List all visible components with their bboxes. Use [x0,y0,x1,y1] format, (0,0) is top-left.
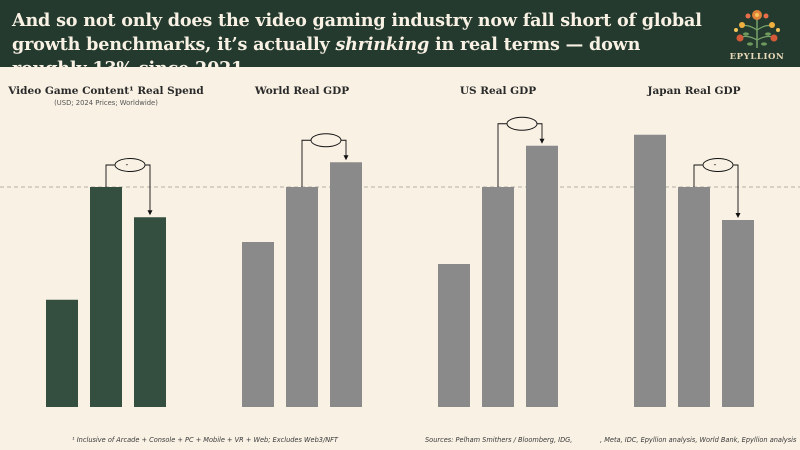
change-label-bubble [310,133,342,148]
change-label: - [714,160,717,169]
footnote-sources-continued: , Meta, IDC, Epyllion analysis, World Ba… [600,436,797,444]
epyllion-logo: EPYLLION [726,4,788,64]
logo-text: EPYLLION [729,52,785,62]
bar [46,299,78,407]
bar [634,134,666,407]
headline-text-end: in real terms — down roughly 13% since 2… [12,34,641,79]
headline-emphasis: shrinking [335,34,430,55]
headline-text: And so not only does the video gaming in… [12,10,702,55]
bar [242,242,274,407]
bar [90,187,122,407]
bar [722,220,754,407]
change-label: - [126,160,129,169]
bar [286,187,318,407]
panel-title: Japan Real GDP [646,85,740,97]
bar [330,162,362,407]
arrow-head [343,155,349,161]
change-label-bubble [506,116,538,131]
headline: And so not only does the video gaming in… [12,9,717,81]
bar [134,217,166,407]
bar [482,187,514,407]
panel-title: Video Game Content¹ Real Spend [7,85,204,97]
footnote-definition: ¹ Inclusive of Arcade + Console + PC + M… [72,436,338,444]
floral-logo-icon [734,10,780,48]
change-label-bubble [114,158,146,172]
panel-subtitle: (USD; 2024 Prices; Worldwide) [54,99,158,107]
bar-charts: Video Game Content¹ Real Spend (USD; 2024… [0,85,800,407]
change-label-bubble [702,158,734,172]
panel-title: World Real GDP [254,85,349,97]
arrow-head [539,138,545,144]
arrow-head [147,210,153,216]
bar [678,187,710,407]
footnote-sources: Sources: Pelham Smithers / Bloomberg, ID… [425,436,573,444]
header-bar: And so not only does the video gaming in… [0,0,800,79]
panel-title: US Real GDP [460,85,536,97]
arrow-head [735,213,741,218]
bar [526,145,558,407]
bar [438,264,470,407]
